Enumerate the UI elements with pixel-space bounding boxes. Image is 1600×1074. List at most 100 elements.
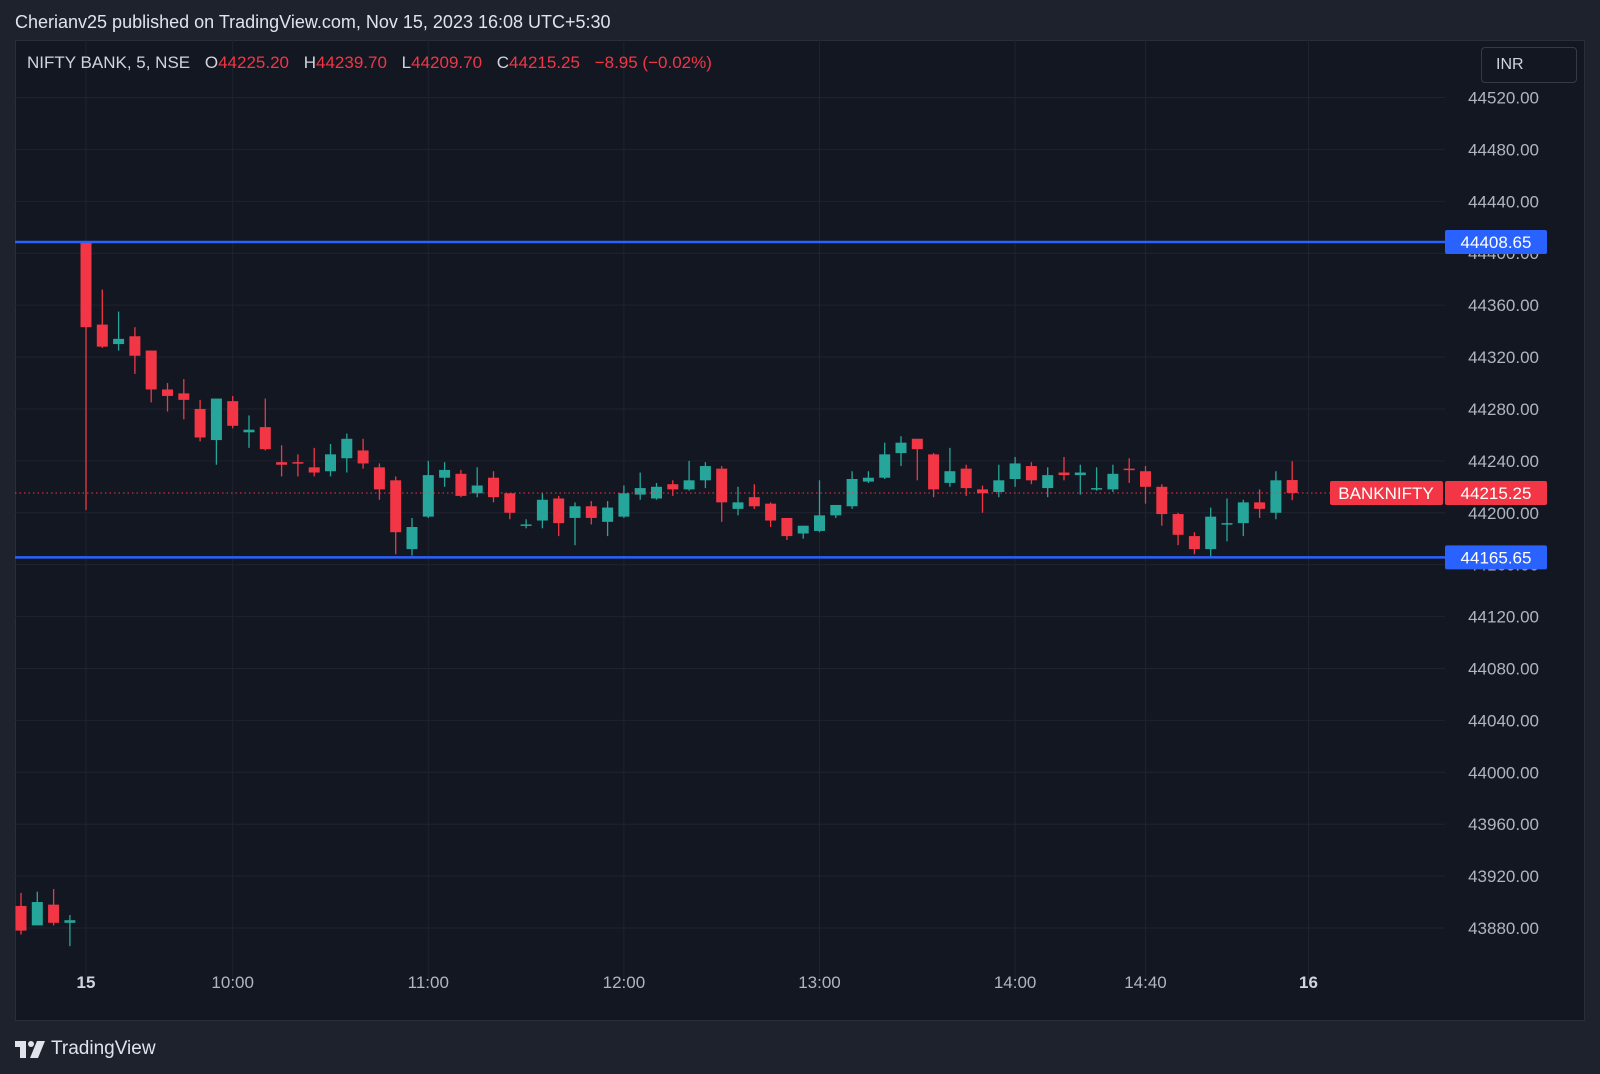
y-tick-label: 44120.00 <box>1468 608 1539 627</box>
candle-body <box>1123 468 1135 471</box>
ohlc-legend: NIFTY BANK, 5, NSE O44225.20 H44239.70 L… <box>27 53 722 73</box>
candle-down <box>80 241 92 511</box>
candle-down <box>1156 484 1168 526</box>
candle-body <box>325 454 336 472</box>
candle-up <box>634 472 646 500</box>
candle-body <box>683 480 695 490</box>
horizontal-levels[interactable] <box>15 240 1445 559</box>
y-tick-label: 43880.00 <box>1468 919 1539 938</box>
candle-body <box>1237 502 1249 524</box>
candle-up <box>325 443 336 477</box>
publish-info: Cherianv25 published on TradingView.com,… <box>15 12 611 32</box>
candle-body <box>1009 463 1021 480</box>
candle-body <box>944 471 956 483</box>
brand-name: TradingView <box>51 1038 156 1059</box>
candle-down <box>145 350 157 403</box>
candle-up <box>814 480 825 533</box>
candle-up <box>243 415 255 448</box>
y-tick-label: 44320.00 <box>1468 348 1539 367</box>
candle-up <box>895 436 907 467</box>
candle-body <box>879 454 891 478</box>
candle-up <box>113 311 125 351</box>
candle-body <box>618 493 630 517</box>
candle-up <box>406 517 418 556</box>
candle-body <box>1172 514 1184 535</box>
grid <box>15 40 1445 980</box>
candle-body <box>699 466 711 481</box>
candle-body <box>1156 486 1168 515</box>
candle-up <box>993 464 1005 498</box>
candle-up <box>64 915 76 947</box>
candle-body <box>814 515 825 531</box>
candle-down <box>1058 456 1070 481</box>
candle-body <box>602 507 614 522</box>
candle-up <box>732 486 744 516</box>
y-tick-label: 44240.00 <box>1468 452 1539 471</box>
candle-down <box>96 289 108 348</box>
candle-up <box>1107 464 1119 492</box>
y-tick-label: 44040.00 <box>1468 711 1539 730</box>
symbol-label: NIFTY BANK, 5, NSE <box>27 53 191 72</box>
brand-footer[interactable]: TradingView <box>15 1038 156 1060</box>
level-price-badge <box>1445 545 1547 570</box>
candle-body <box>406 527 418 550</box>
candle-down <box>1254 489 1266 518</box>
open-label: O <box>204 53 219 72</box>
candle-down <box>960 464 972 496</box>
candle-body <box>911 438 923 450</box>
candle-down <box>259 398 271 451</box>
candle-up <box>862 471 874 483</box>
y-tick-label: 44280.00 <box>1468 400 1539 419</box>
candle-body <box>15 905 27 931</box>
time-axis[interactable]: 15 10:00 11:00 12:00 13:00 14:00 14:40 16 <box>77 973 1318 992</box>
candle-body <box>439 469 451 478</box>
candle-down <box>1172 512 1184 546</box>
candle-body <box>194 408 206 438</box>
candle-body <box>390 480 402 533</box>
candle-down <box>129 327 141 374</box>
candle-body <box>1254 502 1266 509</box>
candle-body <box>928 454 940 490</box>
candle-down <box>390 476 402 555</box>
candle-down <box>1286 461 1298 501</box>
candle-body <box>113 338 125 345</box>
candle-body <box>162 389 173 396</box>
candlestick-chart[interactable]: 44520.0044480.0044440.0044400.0044360.00… <box>15 40 1585 1021</box>
candle-down <box>585 501 597 525</box>
candle-up <box>683 460 695 491</box>
candle-up <box>944 447 956 487</box>
candle-body <box>536 499 548 521</box>
x-tick-label: 10:00 <box>211 973 254 992</box>
candle-body <box>993 480 1005 492</box>
close-label: C <box>496 53 510 72</box>
candle-body <box>748 497 760 507</box>
candle-body <box>1188 536 1200 550</box>
candle-up <box>1009 456 1021 487</box>
candle-down <box>308 447 320 477</box>
candle-body <box>243 429 255 433</box>
candle-up <box>699 462 711 489</box>
candle-body <box>585 506 597 518</box>
low-label: L <box>401 53 412 72</box>
y-tick-label: 44000.00 <box>1468 763 1539 782</box>
open-value: 44225.20 <box>218 53 289 72</box>
candle-down <box>1140 466 1151 504</box>
candle-down <box>357 438 369 469</box>
y-tick-label: 44200.00 <box>1468 504 1539 523</box>
candle-down <box>765 502 777 528</box>
currency-button[interactable]: INR <box>1481 47 1577 83</box>
candle-down <box>667 480 679 496</box>
candle-body <box>1042 475 1054 489</box>
candle-body <box>1205 516 1217 550</box>
candle-up <box>797 525 809 539</box>
candle-body <box>862 477 874 482</box>
candle-body <box>210 398 222 441</box>
candle-down <box>553 495 565 537</box>
candle-body <box>651 486 662 499</box>
x-tick-label: 16 <box>1299 973 1318 992</box>
candle-body <box>520 524 532 526</box>
candle-down <box>781 517 793 541</box>
y-tick-label: 44480.00 <box>1468 140 1539 159</box>
price-axis[interactable]: 44520.0044480.0044440.0044400.0044360.00… <box>1468 89 1539 939</box>
level-price-badge <box>1445 229 1547 254</box>
